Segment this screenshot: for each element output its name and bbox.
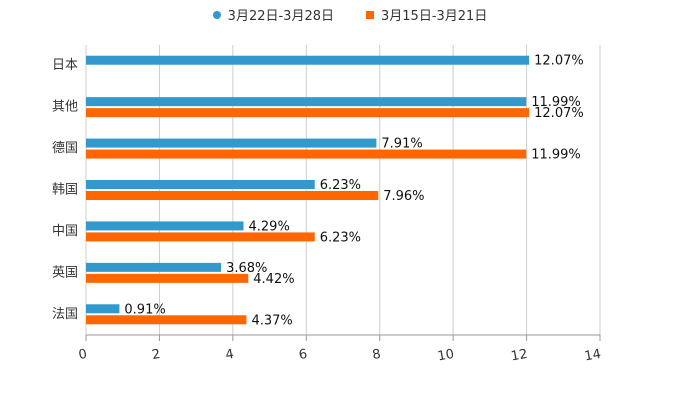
value-label-series-2-5: 4.42% bbox=[253, 272, 294, 287]
bar-series-2-5 bbox=[86, 273, 249, 283]
category-label-4: 中国 bbox=[52, 224, 78, 239]
value-label-series-1-1: 11.99% bbox=[531, 95, 581, 110]
value-label-series-2-4: 6.23% bbox=[320, 230, 361, 245]
value-label-series-1-3: 6.23% bbox=[320, 178, 361, 193]
x-tick-label-2: 2 bbox=[151, 347, 162, 363]
bar-series-1-4 bbox=[86, 221, 244, 231]
bar-series-1-2 bbox=[86, 138, 377, 148]
bar-series-1-5 bbox=[86, 262, 222, 272]
bar-series-2-6 bbox=[86, 315, 247, 325]
bar-series-1-6 bbox=[86, 304, 120, 314]
chart-legend: 3月22日-3月28日 3月15日-3月21日 bbox=[0, 5, 700, 24]
x-tick-label-6: 6 bbox=[298, 347, 309, 363]
category-label-0: 日本 bbox=[52, 58, 78, 73]
x-tick-label-4: 4 bbox=[224, 347, 235, 363]
category-label-6: 法国 bbox=[52, 307, 78, 322]
x-tick-label-14: 14 bbox=[583, 347, 602, 365]
bar-series-2-3 bbox=[86, 191, 379, 200]
legend-marker-series-2 bbox=[366, 10, 374, 19]
bar-series-2-2 bbox=[86, 149, 527, 159]
category-label-5: 英国 bbox=[52, 265, 78, 280]
legend-label-series-1: 3月22日-3月28日 bbox=[227, 9, 334, 24]
value-label-series-1-6: 0.91% bbox=[124, 302, 165, 317]
value-label-series-1-2: 7.91% bbox=[381, 137, 422, 152]
legend-item-series-2[interactable]: 3月15日-3月21日 bbox=[366, 5, 487, 24]
bar-series-1-0 bbox=[86, 55, 530, 65]
x-tick-label-10: 10 bbox=[436, 347, 455, 365]
category-label-2: 德国 bbox=[52, 141, 78, 156]
bar-series-1-3 bbox=[86, 180, 315, 189]
bar-series-2-4 bbox=[86, 232, 315, 242]
x-tick-label-12: 12 bbox=[510, 347, 529, 365]
bar-series-2-1 bbox=[86, 108, 530, 118]
legend-marker-series-1 bbox=[212, 10, 221, 19]
category-label-1: 其他 bbox=[52, 100, 78, 115]
bar-series-1-1 bbox=[86, 97, 527, 107]
value-label-series-2-1: 12.07% bbox=[534, 106, 584, 121]
value-label-series-1-0: 12.07% bbox=[534, 54, 584, 69]
value-label-series-2-2: 11.99% bbox=[531, 148, 581, 163]
legend-item-series-1[interactable]: 3月22日-3月28日 bbox=[212, 5, 334, 24]
x-tick-label-0: 0 bbox=[77, 347, 88, 363]
x-tick-label-8: 8 bbox=[371, 347, 382, 363]
value-label-series-2-3: 7.96% bbox=[383, 189, 424, 204]
value-label-series-2-6: 4.37% bbox=[251, 313, 292, 328]
category-label-3: 韩国 bbox=[52, 183, 78, 198]
value-label-series-1-5: 3.68% bbox=[226, 261, 267, 276]
value-label-series-1-4: 4.29% bbox=[249, 219, 290, 234]
legend-label-series-2: 3月15日-3月21日 bbox=[381, 9, 488, 24]
